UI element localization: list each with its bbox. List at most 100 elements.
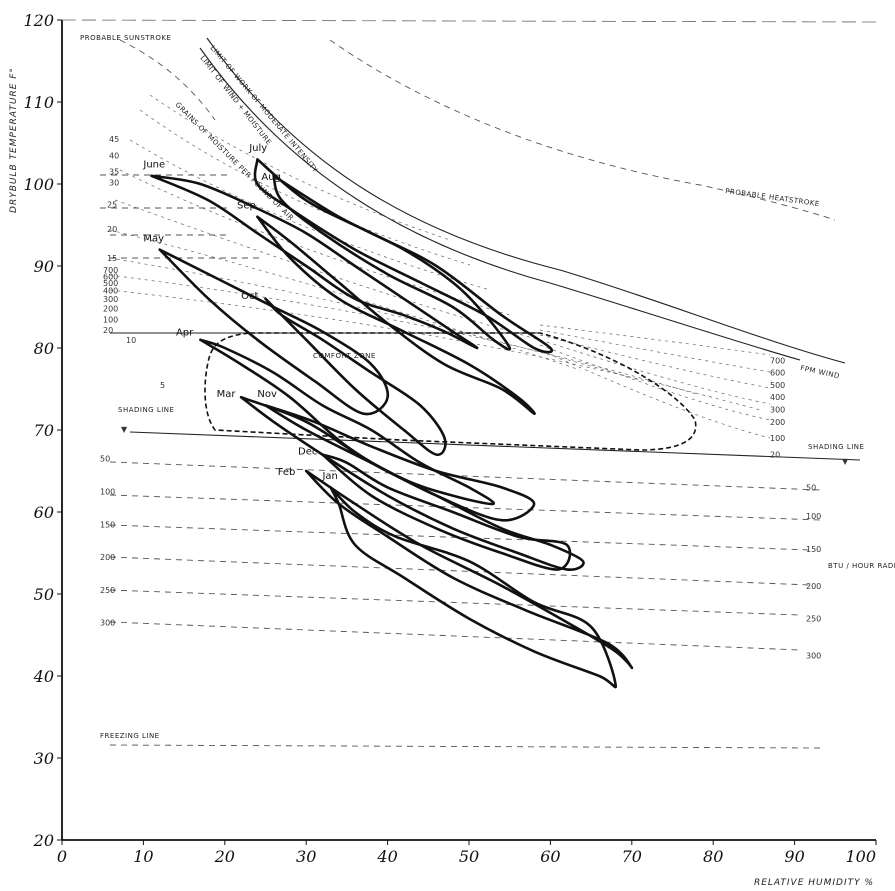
y-tick-label: 30 [34, 749, 54, 768]
y-tick-label: 70 [34, 421, 54, 440]
y-tick-label: 110 [23, 93, 54, 112]
heatstroke-curve [329, 39, 836, 221]
sunstroke-curve [119, 39, 216, 121]
radiation-label-left: 50 [100, 455, 110, 464]
y-tick-label: 20 [33, 831, 54, 850]
shading-line-left-label: SHADING LINE [118, 406, 174, 414]
y-tick-label: 50 [34, 585, 54, 604]
x-tick-label: 10 [133, 847, 153, 866]
shading-arrow-left: ▼ [121, 425, 128, 434]
moisture-label: 45 [109, 135, 119, 144]
left-wind-label: 200 [103, 305, 118, 314]
heatstroke-label: PROBABLE HEATSTROKE [725, 187, 821, 208]
freezing-line-label: FREEZING LINE [100, 732, 160, 740]
limit-moderate-curve [206, 37, 846, 364]
x-tick-label: 20 [214, 847, 235, 866]
left-wind-label: 600 [103, 273, 118, 282]
moisture-label: 40 [109, 151, 119, 160]
x-tick-label: 60 [540, 847, 560, 866]
y-axis-label: DRYBULB TEMPERATURE F° [9, 67, 19, 213]
x-tick-label: 90 [784, 847, 804, 866]
left-wind-label: 100 [103, 315, 118, 324]
month-label-aug: Aug [261, 172, 281, 183]
wind-fan [539, 324, 771, 439]
y-tick-label: 100 [23, 175, 54, 194]
loop-june [150, 174, 479, 350]
left-wind-label: 700 [103, 266, 118, 275]
x-tick-label: 30 [296, 847, 316, 866]
radiation-label-left: 150 [100, 520, 115, 529]
left-wind-label: 300 [103, 295, 118, 304]
wind-label-right: 100 [770, 434, 785, 443]
moisture-label: 20 [107, 225, 117, 234]
radiation-label-right: 100 [806, 512, 821, 521]
left-wind-label: 500 [103, 279, 118, 288]
radiation-label-right: 250 [806, 615, 821, 624]
y-tick-label: 60 [34, 503, 54, 522]
wind-label-right: 20 [770, 451, 780, 460]
wind-label-right: 700 [770, 356, 785, 365]
x-tick-label: 50 [459, 847, 479, 866]
comfort-zone-label: COMFORT ZONE [313, 352, 376, 360]
radiation-label-left: 200 [100, 553, 115, 562]
x-tick-label: 40 [376, 847, 397, 866]
top-border [61, 19, 877, 23]
radiation-labels-left: 50 100 150 200 250 300 [100, 455, 115, 628]
loop-aug [272, 174, 512, 351]
month-label-oct: Oct [241, 291, 258, 302]
month-label-mar: Mar [217, 389, 237, 400]
wind-label-right: 300 [770, 406, 785, 415]
radiation-label: BTU / HOUR RADIATION [828, 562, 895, 570]
left-wind-label: 400 [103, 287, 118, 296]
loop-nov [264, 404, 536, 522]
loop-jan [329, 486, 618, 689]
wind-label-right: 500 [770, 381, 785, 390]
y-tick-labels: 20 30 40 50 60 70 80 90 100 110 120 [23, 11, 62, 850]
month-label-dec: Dec [298, 447, 317, 458]
radiation-labels-right: 50 100 150 200 250 300 [806, 483, 821, 660]
moisture-label: 30 [109, 178, 119, 187]
month-label-apr: Apr [176, 328, 194, 339]
shading-arrow-right: ▼ [842, 457, 849, 466]
moisture-label: 25 [107, 201, 117, 210]
loop-feb [304, 469, 634, 670]
loop-apr [199, 338, 495, 506]
shading-line-right-label: SHADING LINE [808, 443, 864, 451]
moisture-label: 35 [109, 168, 119, 177]
comfort-zone-outline [204, 332, 697, 451]
month-label-july: July [248, 143, 267, 154]
x-tick-labels: 0 10 20 30 40 50 60 70 80 90 100 [57, 840, 877, 866]
loop-oct [264, 297, 447, 456]
wind-label-right: 400 [770, 393, 785, 402]
y-tick-label: 120 [23, 11, 54, 30]
loop-dec [321, 453, 572, 571]
wind-label-right: 200 [770, 418, 785, 427]
left-wind-label: 20 [103, 326, 113, 335]
loop-july [253, 158, 553, 354]
radiation-label-left: 250 [100, 586, 115, 595]
moisture-fan [109, 94, 761, 411]
moisture-label: 5 [160, 381, 165, 390]
radiation-label-right: 300 [806, 652, 821, 661]
month-label-may: May [143, 233, 164, 244]
month-label-sep: Sep [237, 201, 256, 212]
x-tick-label: 70 [622, 847, 642, 866]
wind-label-right: 600 [770, 369, 785, 378]
loop-sep [256, 215, 536, 415]
month-label-jan: Jan [321, 471, 337, 482]
x-axis-label: RELATIVE HUMIDITY % [754, 878, 874, 888]
month-labels: Jan Feb Mar Apr May June July Aug Sep Oct Nov Dec [142, 143, 338, 482]
limit-wind-curve [199, 47, 801, 361]
radiation-label-right: 200 [806, 582, 821, 591]
sunstroke-label: PROBABLE SUNSTROKE [80, 34, 171, 42]
radiation-label-left: 300 [100, 619, 115, 628]
wind-label: FPM WIND [800, 364, 841, 380]
month-label-nov: Nov [257, 389, 277, 400]
y-tick-label: 80 [34, 339, 54, 358]
x-tick-label: 0 [57, 847, 67, 866]
radiation-label-right: 150 [806, 545, 821, 554]
y-tick-label: 90 [34, 257, 54, 276]
